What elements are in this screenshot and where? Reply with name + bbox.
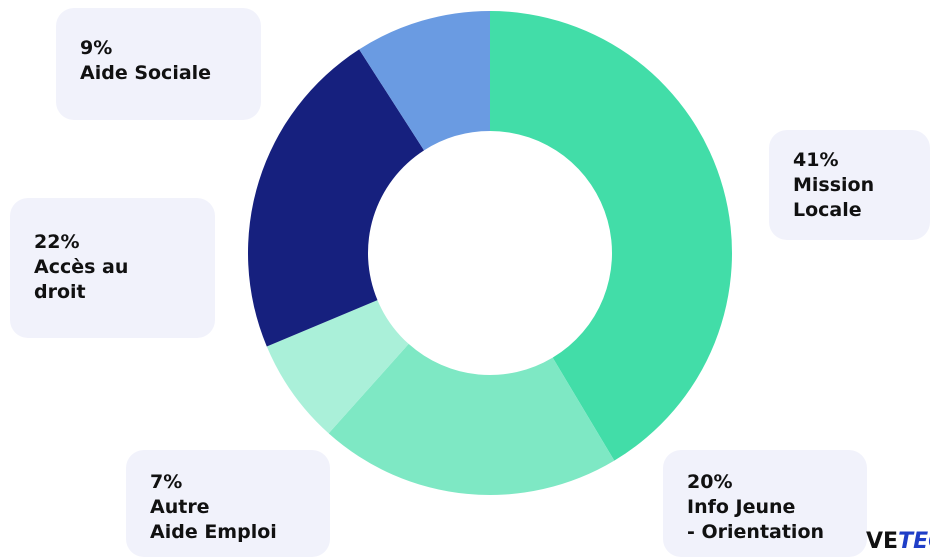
brand-logo-part1: VE (866, 529, 899, 554)
label-mission-locale: 41% Mission Locale (769, 130, 930, 240)
donut-slice-info-jeune-orientation (328, 343, 615, 495)
label-acces-droit: 22% Accès au droit (10, 198, 215, 338)
label-autre-emploi-name: Autre Aide Emploi (150, 496, 277, 543)
label-info-jeune: 20% Info Jeune - Orientation (663, 450, 867, 557)
donut-slice-aide-sociale (359, 11, 490, 151)
donut-slice-autre-aide-emploi (266, 300, 409, 434)
label-aide-sociale: 9% Aide Sociale (56, 8, 261, 120)
label-mission-locale-pct: 41% (793, 149, 839, 171)
donut-slice-mission-locale (490, 11, 732, 461)
label-aide-sociale-pct: 9% (80, 37, 113, 59)
label-mission-locale-name: Mission Locale (793, 174, 875, 221)
donut-slice-acc-s-au-droit (248, 49, 425, 347)
label-info-jeune-pct: 20% (687, 471, 733, 493)
label-autre-emploi: 7% Autre Aide Emploi (126, 450, 330, 557)
brand-logo: VETECH (866, 526, 930, 557)
label-acces-droit-name: Accès au droit (34, 256, 129, 303)
label-info-jeune-name: Info Jeune - Orientation (687, 496, 825, 543)
brand-logo-part2: TECH (898, 529, 930, 554)
label-autre-emploi-pct: 7% (150, 471, 183, 493)
label-aide-sociale-name: Aide Sociale (80, 62, 212, 84)
label-acces-droit-pct: 22% (34, 231, 80, 253)
